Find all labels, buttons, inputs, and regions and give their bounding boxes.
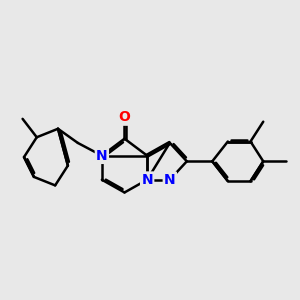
Text: O: O bbox=[118, 110, 130, 124]
Text: N: N bbox=[164, 173, 176, 187]
Text: N: N bbox=[141, 173, 153, 187]
Text: N: N bbox=[96, 149, 108, 163]
